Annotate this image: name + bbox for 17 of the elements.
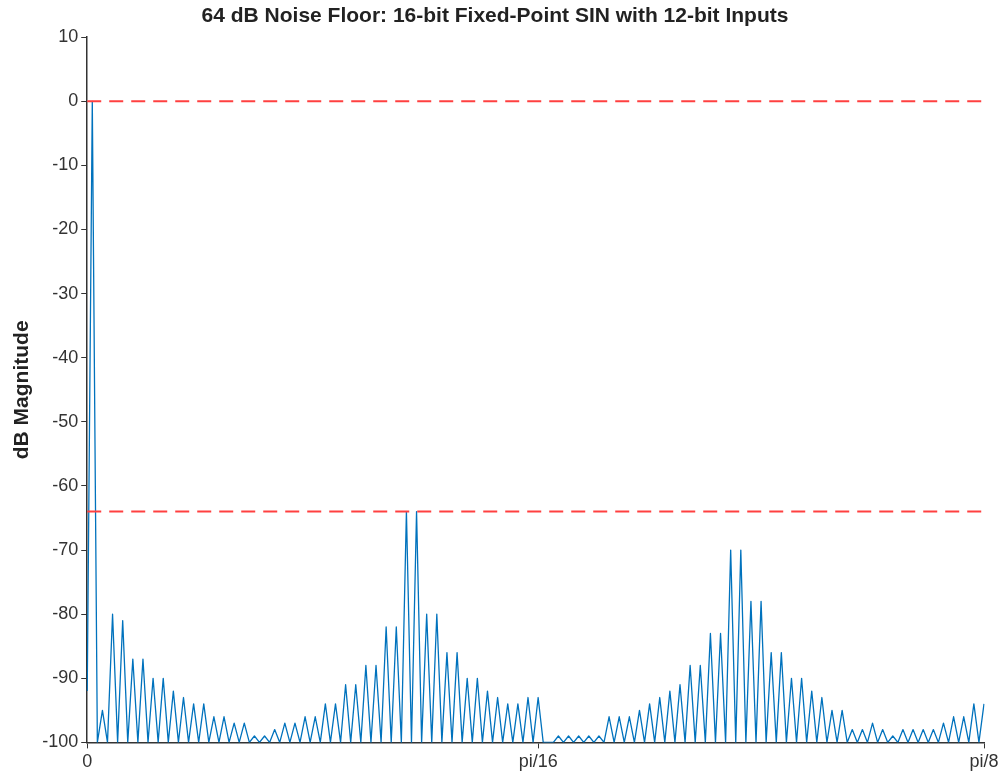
y-tick-label: -50 [52,410,79,431]
y-tick-label: -100 [42,731,79,752]
y-tick-label: -10 [52,154,79,175]
y-tick-label: -20 [52,218,79,239]
chart-title: 64 dB Noise Floor: 16-bit Fixed-Point SIN with 12-bit Inputs [201,3,789,27]
y-axis-title: dB Magnitude [9,320,33,460]
x-tick-label: pi/16 [518,751,558,772]
y-tick-label: -40 [52,346,79,367]
x-tick-label: pi/8 [969,751,999,772]
y-tick-label: -30 [52,282,79,303]
y-tick-label: -80 [52,603,79,624]
y-tick-label: 10 [58,26,79,47]
y-tick-label: -60 [52,474,79,495]
x-tick-label: 0 [82,751,93,772]
y-tick-label: -90 [52,667,79,688]
y-tick-label: -70 [52,539,79,560]
y-tick-label: 0 [68,90,79,111]
